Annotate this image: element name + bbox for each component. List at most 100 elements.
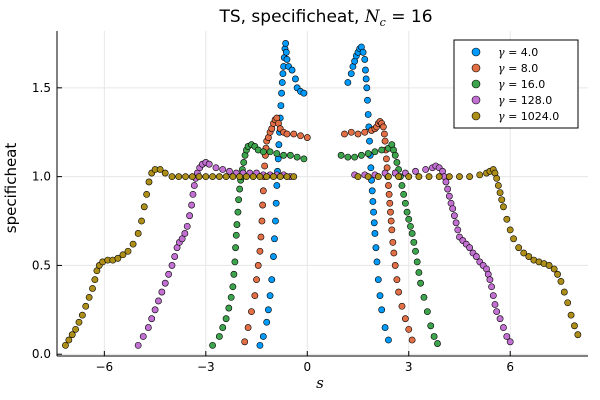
data-point bbox=[229, 283, 237, 291]
data-point bbox=[182, 173, 189, 181]
data-point bbox=[178, 235, 186, 243]
data-point bbox=[520, 249, 528, 257]
data-point bbox=[405, 325, 413, 333]
data-point bbox=[417, 279, 424, 287]
data-point bbox=[401, 315, 409, 323]
data-point bbox=[261, 162, 269, 170]
legend-gamma-symbol: γ bbox=[498, 110, 505, 123]
data-point bbox=[506, 338, 514, 346]
data-point bbox=[292, 75, 299, 83]
data-point bbox=[222, 315, 230, 323]
data-point bbox=[391, 151, 399, 159]
data-point bbox=[236, 173, 244, 181]
data-point bbox=[244, 324, 252, 331]
data-point bbox=[276, 173, 284, 181]
data-point bbox=[344, 79, 352, 86]
data-point bbox=[264, 306, 272, 314]
data-point bbox=[385, 182, 392, 189]
data-point bbox=[476, 171, 484, 179]
data-point bbox=[364, 111, 372, 118]
data-point bbox=[248, 308, 255, 316]
data-point bbox=[412, 247, 419, 255]
data-point bbox=[266, 292, 274, 300]
data-point bbox=[357, 151, 365, 159]
legend-marker bbox=[471, 95, 481, 105]
data-point bbox=[466, 173, 474, 181]
data-point bbox=[124, 247, 132, 255]
data-point bbox=[256, 247, 264, 255]
data-point bbox=[186, 212, 193, 220]
data-point bbox=[395, 288, 402, 296]
data-point bbox=[226, 167, 233, 175]
data-point bbox=[415, 269, 423, 276]
data-point bbox=[370, 208, 377, 216]
data-point bbox=[363, 84, 371, 92]
data-point bbox=[366, 137, 373, 145]
legend-gamma-symbol: γ bbox=[498, 62, 505, 75]
data-point bbox=[236, 185, 244, 193]
data-point bbox=[151, 306, 159, 314]
data-point bbox=[362, 75, 370, 83]
data-point bbox=[275, 141, 283, 149]
data-point bbox=[283, 173, 291, 181]
data-point bbox=[183, 222, 191, 230]
data-point bbox=[385, 336, 392, 344]
data-point bbox=[259, 201, 267, 209]
data-point bbox=[259, 148, 267, 156]
series-3-points bbox=[134, 159, 514, 349]
x-tick-label: 3 bbox=[405, 360, 413, 374]
data-point bbox=[445, 192, 453, 200]
data-point bbox=[370, 219, 378, 227]
data-point bbox=[456, 173, 463, 181]
x-tick-label: −3 bbox=[197, 360, 215, 374]
data-point bbox=[273, 182, 281, 189]
data-point bbox=[374, 173, 382, 181]
data-point bbox=[364, 173, 372, 181]
data-point bbox=[148, 315, 156, 323]
data-point bbox=[205, 160, 213, 168]
legend-series-name: = 128.0 bbox=[505, 94, 553, 107]
data-point bbox=[381, 137, 389, 145]
data-point bbox=[277, 102, 285, 109]
data-point bbox=[503, 333, 511, 340]
legend-marker bbox=[471, 63, 481, 73]
data-point bbox=[506, 226, 514, 234]
data-point bbox=[390, 249, 398, 257]
data-point bbox=[385, 190, 393, 198]
data-point bbox=[303, 134, 311, 141]
data-point bbox=[263, 318, 271, 326]
data-point bbox=[271, 235, 278, 243]
data-point bbox=[405, 173, 413, 181]
data-point bbox=[379, 123, 387, 131]
data-point bbox=[449, 205, 457, 212]
data-point bbox=[413, 258, 421, 266]
data-point bbox=[388, 226, 396, 234]
data-point bbox=[68, 331, 76, 339]
data-point bbox=[171, 253, 179, 260]
data-point bbox=[225, 304, 233, 312]
y-tick-label: 1.0 bbox=[32, 170, 51, 184]
data-point bbox=[387, 217, 395, 225]
data-point bbox=[282, 40, 290, 47]
data-point bbox=[398, 182, 406, 189]
data-point bbox=[567, 311, 575, 319]
legend-series-name: = 8.0 bbox=[505, 62, 539, 75]
data-point bbox=[258, 217, 266, 225]
data-point bbox=[62, 341, 69, 349]
data-point bbox=[545, 262, 553, 269]
x-axis-label: s bbox=[316, 374, 324, 392]
data-point bbox=[240, 159, 248, 166]
data-point bbox=[564, 299, 572, 307]
legend-label: γ = 8.0 bbox=[498, 62, 538, 75]
data-point bbox=[300, 89, 308, 97]
legend-gamma-symbol: γ bbox=[498, 46, 505, 59]
data-point bbox=[403, 208, 411, 216]
data-point bbox=[557, 278, 565, 285]
data-point bbox=[378, 306, 386, 314]
chart-title-math-rest: = 16 bbox=[386, 7, 433, 27]
data-point bbox=[235, 196, 243, 204]
data-point bbox=[243, 173, 250, 181]
data-point bbox=[286, 151, 294, 159]
legend-label: γ = 16.0 bbox=[498, 78, 545, 91]
data-point bbox=[344, 153, 352, 161]
